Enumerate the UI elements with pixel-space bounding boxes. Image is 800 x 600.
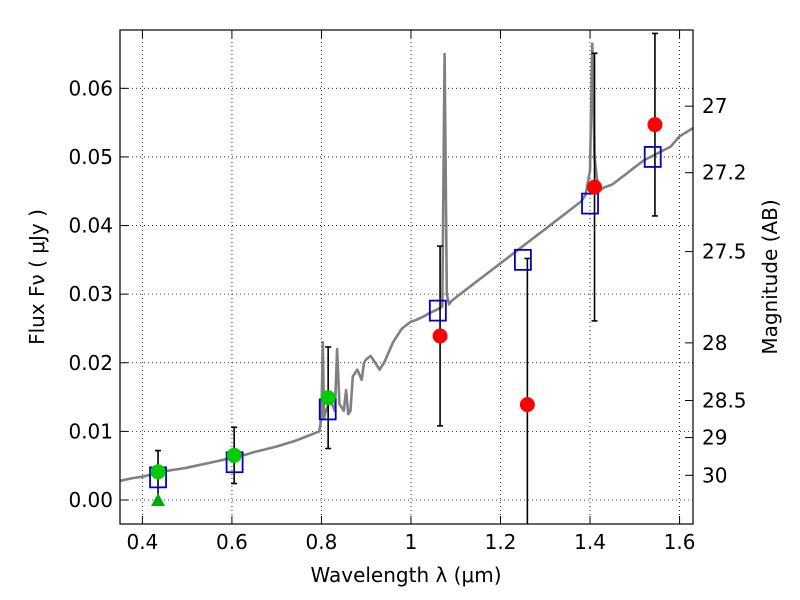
- y-tick-label: 0.02: [68, 351, 113, 375]
- y-axis-label: Flux Fν ( μJy ): [25, 209, 49, 345]
- tick-labels: 0.4 0.6 0.8 1 1.2 1.4 1.6 0.00 0.01 0.02 0.03 0.04 0…: [68, 76, 746, 554]
- magnitude-tick-label: 29: [702, 426, 727, 450]
- magnitude-tick-label: 27.2: [702, 161, 747, 185]
- magnitude-tick-label: 27.5: [702, 240, 747, 264]
- x-tick-label: 1.6: [664, 530, 696, 554]
- model-photometry-square: [428, 299, 447, 322]
- x-tick-label: 0.4: [126, 530, 158, 554]
- model-photometry-square: [581, 192, 599, 215]
- x-axis-label: Wavelength λ (μm): [310, 563, 501, 587]
- model-photometry-square: [513, 248, 532, 271]
- x-tick-label: 1.4: [574, 530, 606, 554]
- x-tick-label: 0.8: [306, 530, 338, 554]
- y-tick-label: 0.05: [68, 145, 113, 169]
- y-tick-label: 0.06: [68, 76, 113, 100]
- x-tick-label: 1.2: [485, 530, 517, 554]
- observed-markers: [150, 117, 663, 506]
- observed-point: [519, 397, 535, 413]
- magnitude-tick-label: 28: [702, 331, 727, 355]
- axis-ticks: [120, 30, 693, 524]
- magnitude-tick-label: 28.5: [702, 389, 747, 413]
- upper-limit-triangle: [151, 492, 166, 506]
- y-tick-label: 0.00: [68, 488, 113, 512]
- model-photometry-square: [643, 146, 662, 168]
- observed-point: [226, 447, 242, 463]
- sed-curve-line: [119, 42, 694, 483]
- y2-axis-label: Magnitude (AB): [758, 199, 782, 354]
- plot-frame: [119, 29, 694, 525]
- observed-point: [587, 179, 603, 195]
- observed-point: [150, 464, 166, 480]
- y-tick-label: 0.03: [68, 282, 113, 306]
- y-tick-label: 0.01: [68, 419, 113, 443]
- observed-point: [320, 390, 336, 406]
- y-tick-label: 0.04: [68, 214, 113, 238]
- magnitude-tick-label: 30: [702, 463, 727, 487]
- magnitude-tick-label: 27: [702, 94, 727, 118]
- x-tick-label: 1: [405, 530, 418, 554]
- sed-curve-layer: [119, 42, 694, 483]
- x-tick-label: 0.6: [216, 530, 248, 554]
- observed-point: [647, 117, 663, 133]
- observed-point: [432, 328, 448, 344]
